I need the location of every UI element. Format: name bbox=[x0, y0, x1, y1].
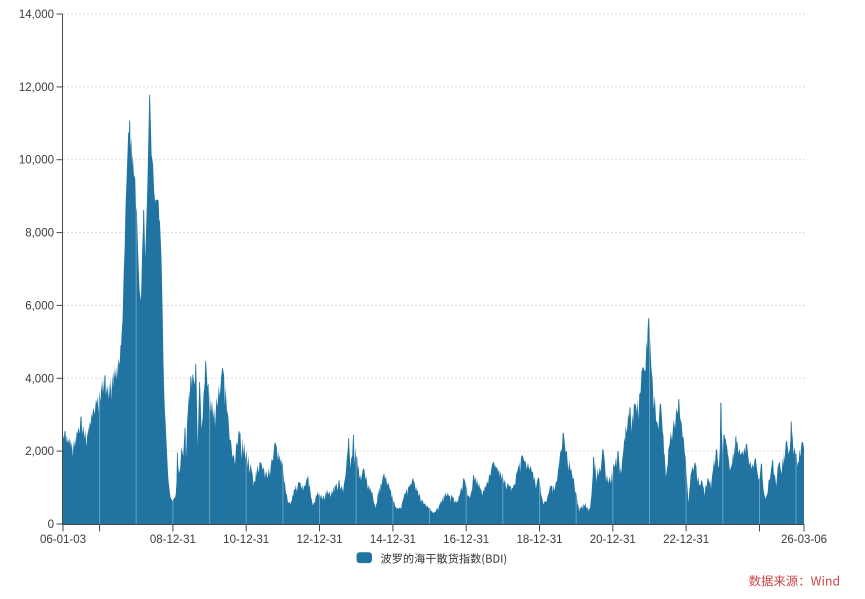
svg-text:4,000: 4,000 bbox=[25, 373, 54, 385]
svg-text:12-12-31: 12-12-31 bbox=[296, 534, 342, 546]
svg-text:08-12-31: 08-12-31 bbox=[150, 534, 196, 546]
svg-text:14,000: 14,000 bbox=[19, 9, 54, 21]
svg-text:20-12-31: 20-12-31 bbox=[590, 534, 636, 546]
svg-text:6,000: 6,000 bbox=[25, 300, 54, 312]
svg-text:10,000: 10,000 bbox=[19, 155, 54, 167]
svg-text:06-01-03: 06-01-03 bbox=[40, 534, 86, 546]
svg-text:10-12-31: 10-12-31 bbox=[223, 534, 269, 546]
svg-text:18-12-31: 18-12-31 bbox=[516, 534, 562, 546]
svg-text:0: 0 bbox=[48, 519, 54, 531]
svg-text:16-12-31: 16-12-31 bbox=[443, 534, 489, 546]
svg-text:8,000: 8,000 bbox=[25, 228, 54, 240]
svg-text:26-03-06: 26-03-06 bbox=[781, 534, 827, 546]
svg-text:14-12-31: 14-12-31 bbox=[370, 534, 416, 546]
svg-text:2,000: 2,000 bbox=[25, 446, 54, 458]
svg-text:22-12-31: 22-12-31 bbox=[663, 534, 709, 546]
svg-text:12,000: 12,000 bbox=[19, 82, 54, 94]
